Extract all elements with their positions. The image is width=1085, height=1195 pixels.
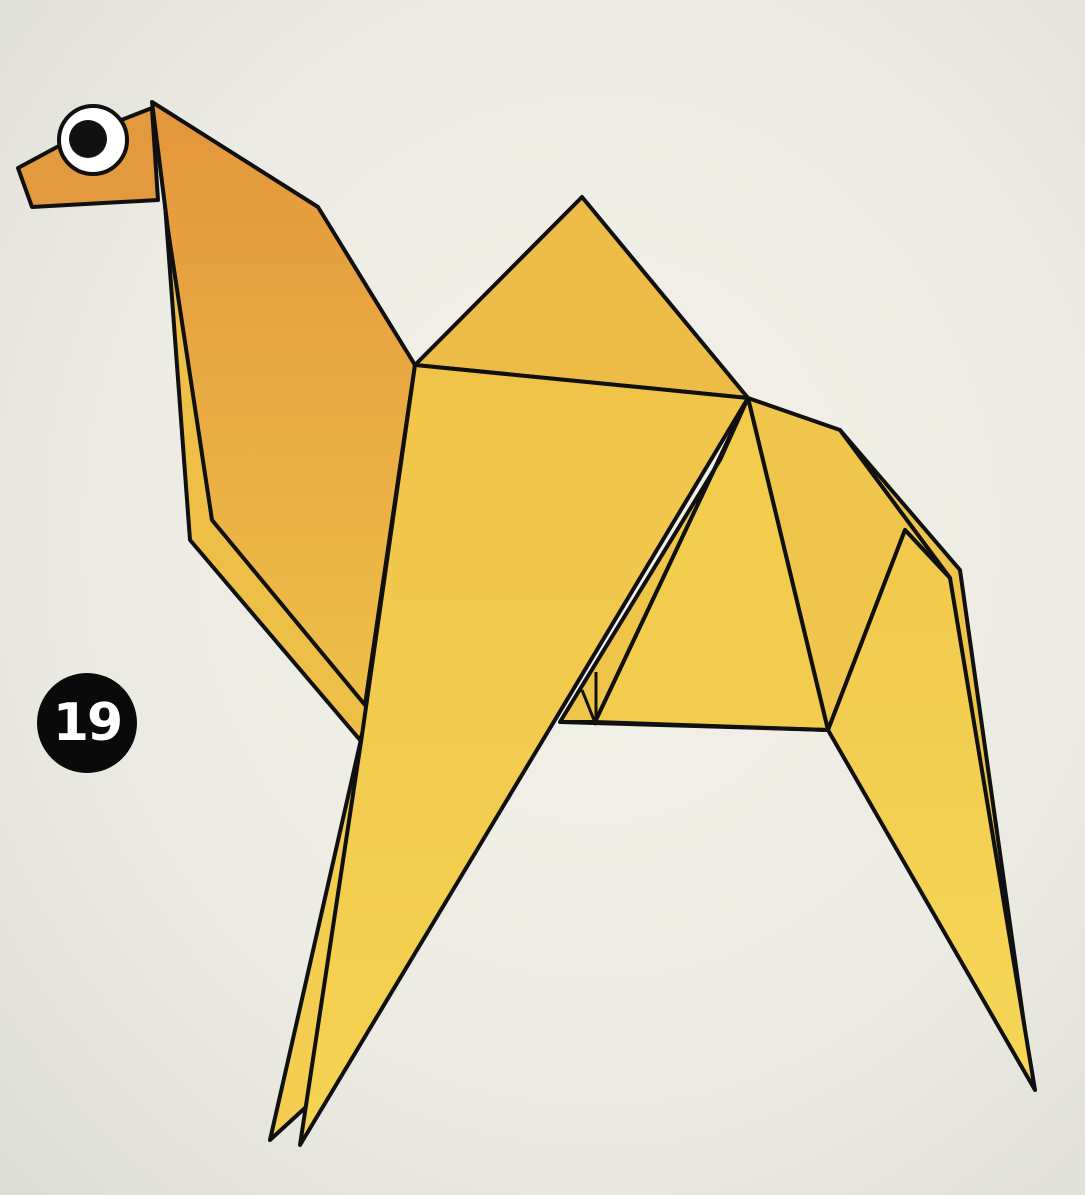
hump <box>413 195 750 400</box>
back-leg <box>826 528 1037 1092</box>
body-front-leg <box>298 363 750 1147</box>
eye-icon <box>57 104 129 176</box>
step-number-badge: 19 <box>37 673 137 773</box>
belly-line <box>559 720 829 732</box>
step-number: 19 <box>52 693 123 753</box>
